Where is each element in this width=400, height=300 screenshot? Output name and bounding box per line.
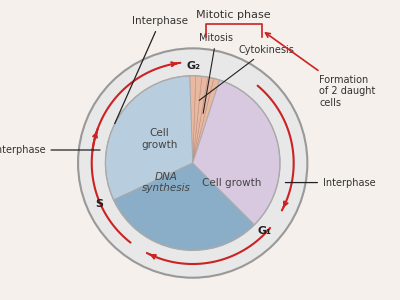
- Text: Mitosis: Mitosis: [199, 33, 233, 113]
- Wedge shape: [114, 163, 254, 250]
- Text: Cytokinesis: Cytokinesis: [199, 45, 294, 100]
- Wedge shape: [193, 76, 208, 163]
- Text: Formation
of 2 daught
cells: Formation of 2 daught cells: [266, 33, 376, 108]
- Circle shape: [106, 76, 280, 250]
- Text: G₂: G₂: [186, 61, 200, 71]
- Text: G₁: G₁: [257, 226, 271, 236]
- Text: S: S: [96, 199, 104, 209]
- Text: Interphase: Interphase: [285, 178, 376, 188]
- Circle shape: [78, 49, 307, 278]
- Text: Cell growth: Cell growth: [202, 178, 262, 188]
- Wedge shape: [106, 76, 193, 200]
- Wedge shape: [190, 76, 196, 163]
- Text: Interphase: Interphase: [115, 16, 188, 124]
- Text: Cell
growth: Cell growth: [141, 128, 178, 150]
- Wedge shape: [193, 77, 214, 163]
- Text: Interphase: Interphase: [0, 145, 100, 155]
- Wedge shape: [193, 80, 280, 225]
- Circle shape: [78, 48, 307, 278]
- Wedge shape: [193, 78, 220, 163]
- Wedge shape: [193, 76, 202, 163]
- Text: DNA
synthesis: DNA synthesis: [142, 172, 191, 194]
- Text: Mitotic phase: Mitotic phase: [196, 10, 271, 20]
